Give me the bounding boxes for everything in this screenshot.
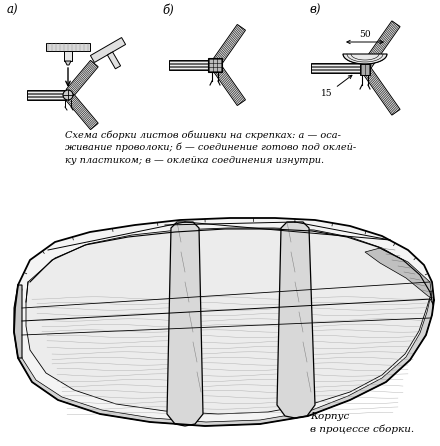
Text: Корпус
в процессе сборки.: Корпус в процессе сборки.: [310, 412, 414, 434]
Polygon shape: [46, 43, 90, 51]
Polygon shape: [107, 52, 121, 69]
Polygon shape: [65, 61, 71, 65]
Polygon shape: [66, 60, 98, 96]
Polygon shape: [363, 21, 400, 68]
Polygon shape: [66, 94, 98, 130]
Polygon shape: [360, 64, 370, 75]
Text: 50: 50: [359, 30, 371, 39]
Polygon shape: [14, 285, 434, 426]
Bar: [208, 58, 222, 72]
Polygon shape: [64, 43, 72, 61]
Polygon shape: [27, 90, 65, 100]
Polygon shape: [169, 60, 211, 70]
Polygon shape: [213, 25, 246, 65]
Polygon shape: [14, 218, 434, 426]
Polygon shape: [213, 66, 246, 106]
Polygon shape: [277, 222, 315, 418]
Polygon shape: [90, 37, 125, 62]
Polygon shape: [343, 54, 387, 64]
Polygon shape: [167, 222, 203, 426]
Text: в): в): [310, 4, 322, 17]
Polygon shape: [365, 248, 432, 298]
Polygon shape: [14, 285, 22, 358]
Text: Схема сборки листов обшивки на скрепках: а — оса-
живание проволоки; б — соедине: Схема сборки листов обшивки на скрепках:…: [65, 130, 356, 165]
Text: 15: 15: [321, 89, 333, 98]
Polygon shape: [26, 228, 432, 414]
Polygon shape: [311, 63, 361, 73]
Text: а): а): [7, 4, 18, 17]
Polygon shape: [363, 68, 400, 115]
Text: б): б): [162, 4, 174, 17]
Circle shape: [63, 90, 73, 100]
